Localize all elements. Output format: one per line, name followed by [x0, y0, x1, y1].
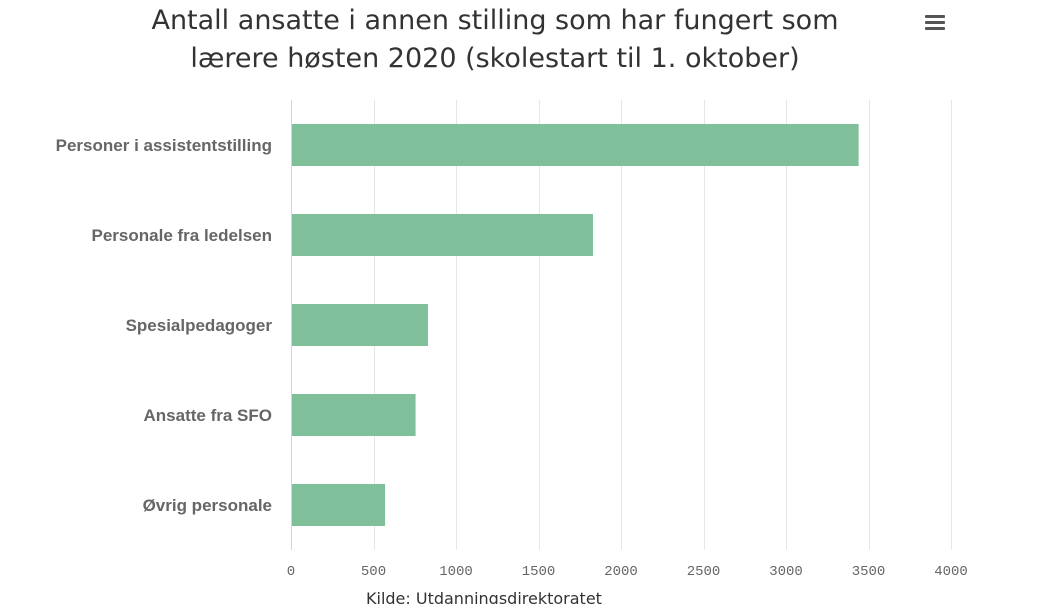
- chart-title-line-1: Antall ansatte i annen stilling som har …: [151, 5, 839, 36]
- bar: [292, 124, 859, 166]
- chart-title-line-2: lærere høsten 2020 (skolestart til 1. ok…: [190, 43, 800, 74]
- category-label: Øvrig personale: [143, 496, 272, 515]
- bar: [292, 484, 386, 526]
- bar: [292, 394, 416, 436]
- x-tick-label: 4000: [934, 564, 968, 580]
- x-tick-label: 500: [361, 564, 386, 580]
- chart-menu-button[interactable]: [918, 6, 952, 36]
- category-label: Personer i assistentstilling: [56, 136, 272, 155]
- hamburger-menu-icon: [925, 15, 945, 30]
- category-label: Personale fra ledelsen: [92, 226, 272, 245]
- x-tick-label: 3000: [769, 564, 803, 580]
- category-label: Spesialpedagoger: [126, 316, 273, 335]
- bar: [292, 214, 593, 256]
- source-credit: Kilde: Utdanningsdirektoratet: [366, 589, 602, 604]
- x-tick-label: 1500: [522, 564, 556, 580]
- category-label: Ansatte fra SFO: [144, 406, 272, 425]
- x-tick-label: 0: [287, 564, 295, 580]
- x-tick-label: 2000: [604, 564, 638, 580]
- x-tick-label: 2500: [687, 564, 721, 580]
- x-tick-label: 3500: [852, 564, 886, 580]
- bar: [292, 304, 428, 346]
- x-tick-label: 1000: [439, 564, 473, 580]
- chart-title: Antall ansatte i annen stilling som har …: [80, 2, 910, 78]
